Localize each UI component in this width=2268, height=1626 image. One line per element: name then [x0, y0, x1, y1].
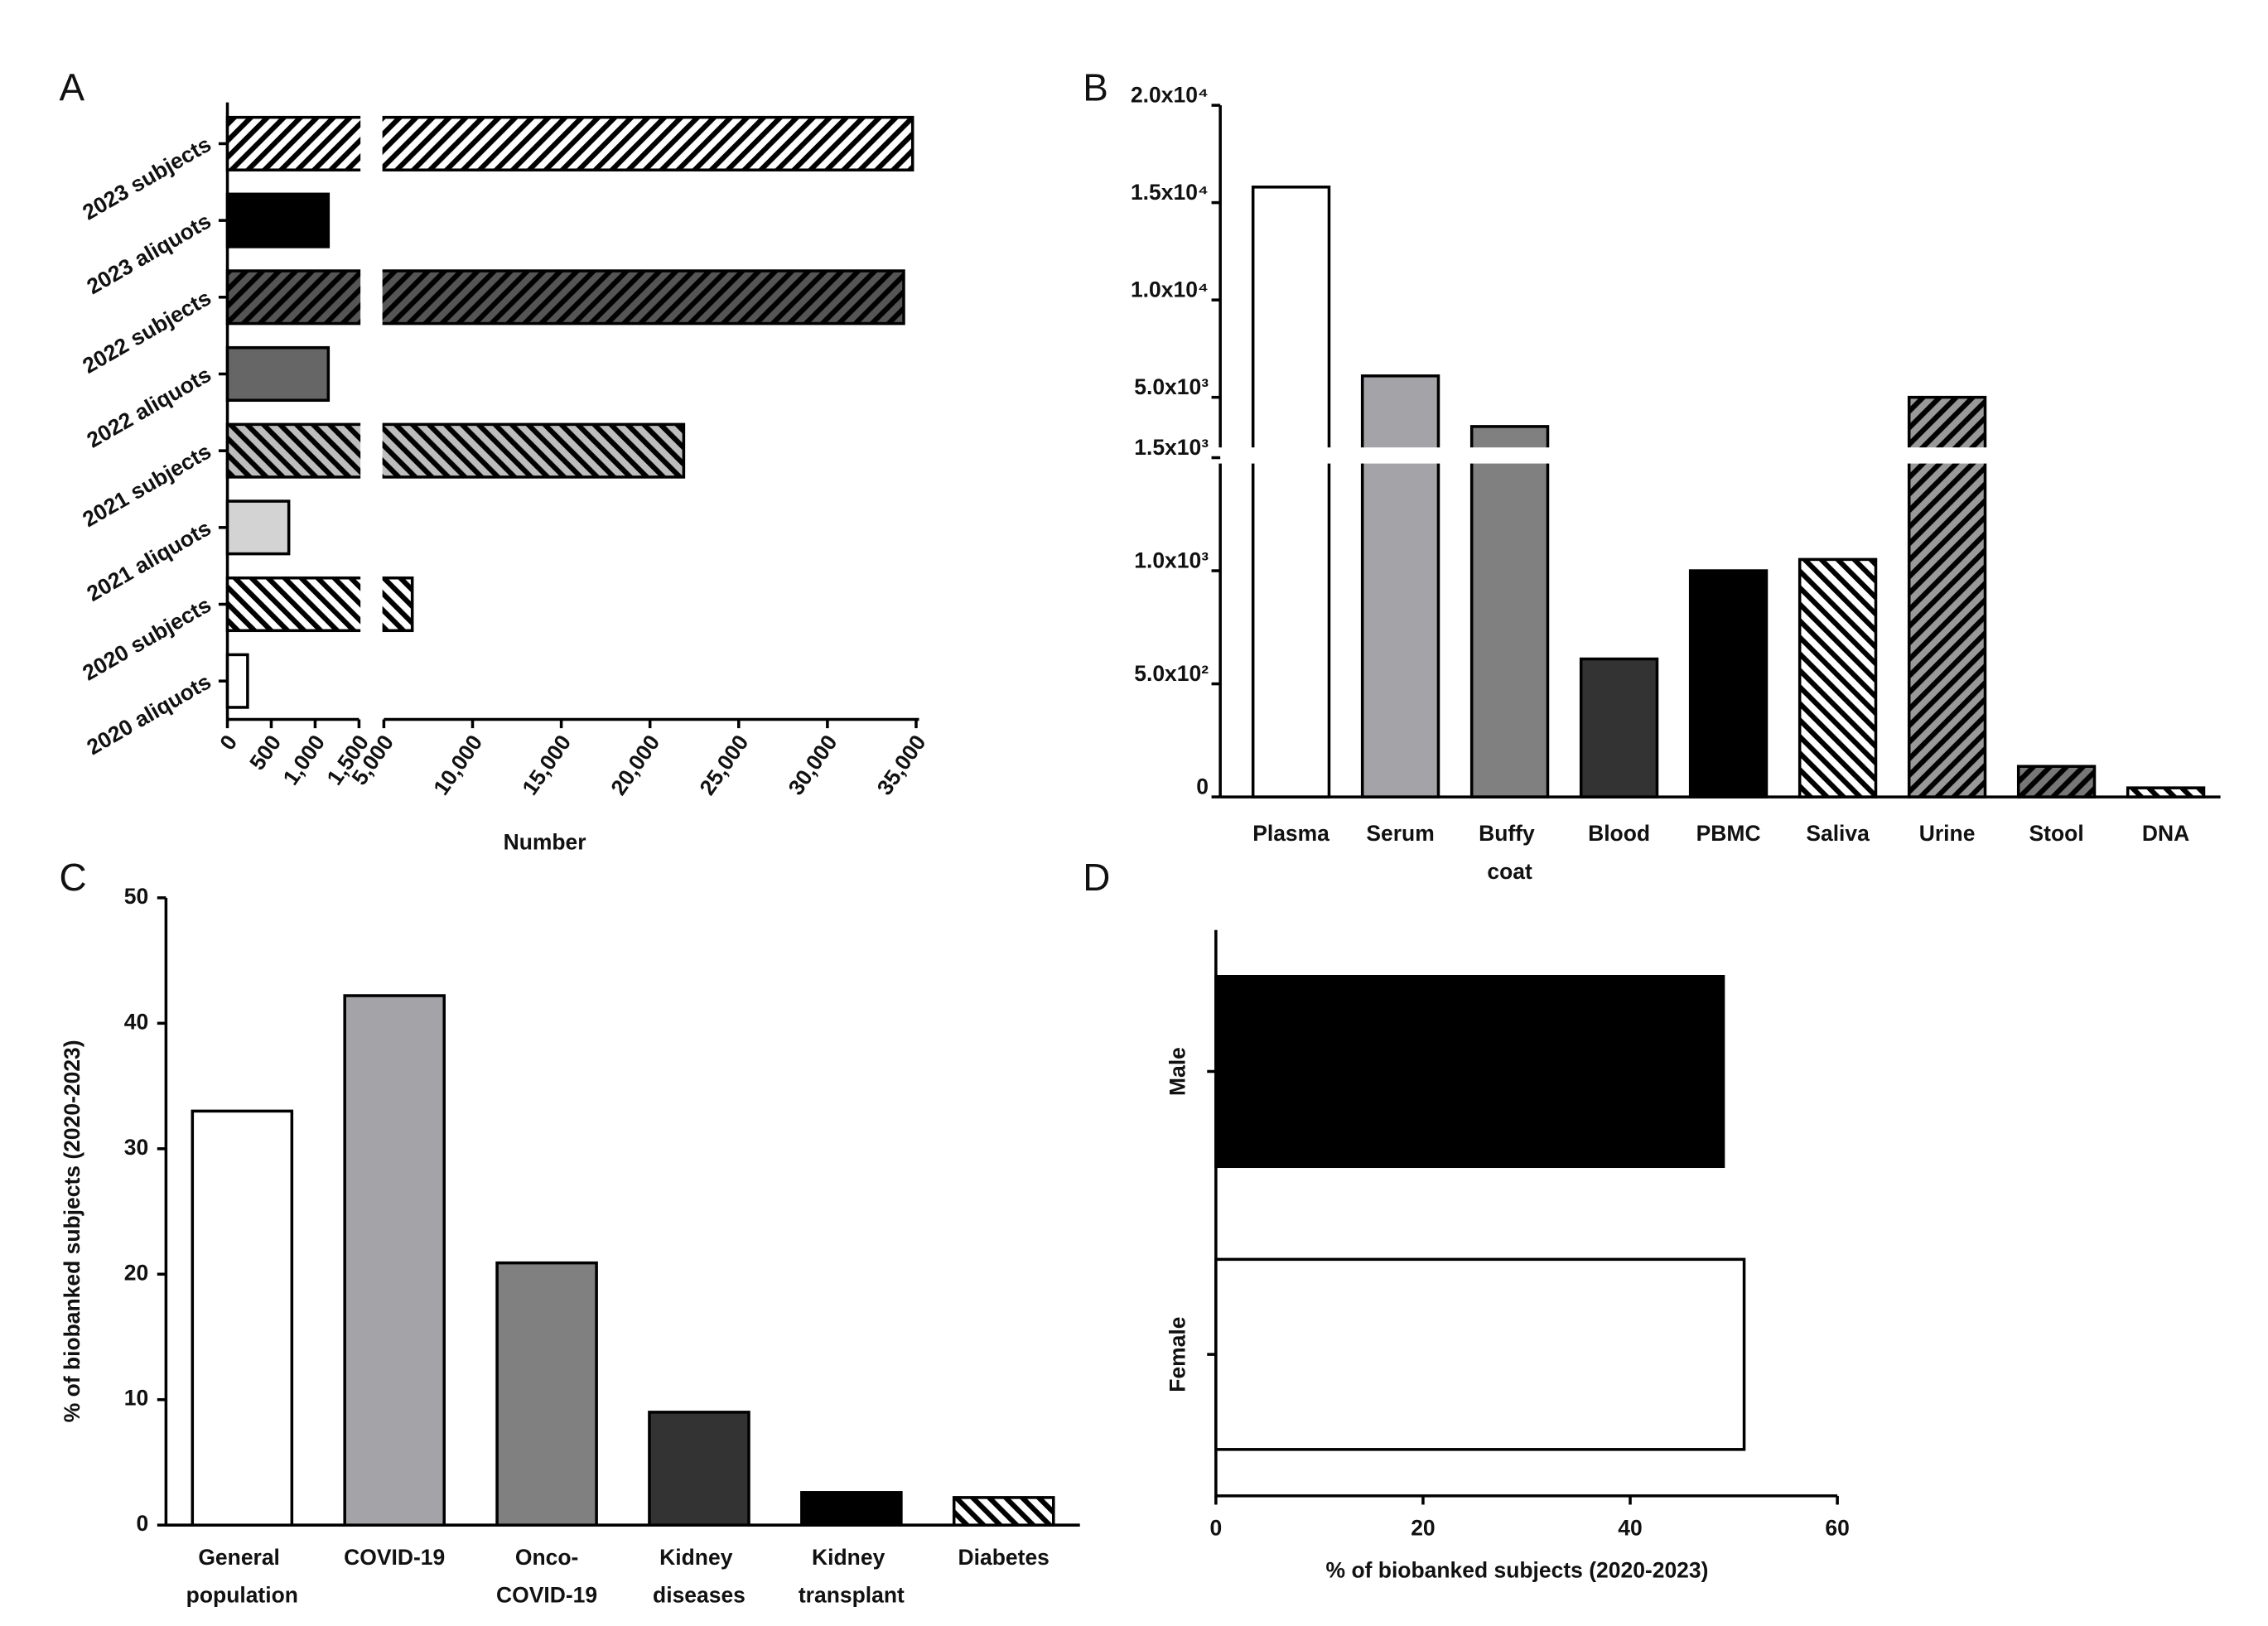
- x-tick-label: 25,000: [694, 731, 753, 800]
- axis-break-gap: [360, 268, 383, 327]
- x-tick-label: 0: [215, 731, 242, 755]
- bar: [1214, 1257, 1746, 1451]
- x-tick-label: Plasma: [1252, 821, 1329, 846]
- axis-break-gap: [360, 114, 383, 173]
- y-tick-label: 2020 subjects: [78, 592, 215, 686]
- y-tick-label: 20: [124, 1260, 148, 1285]
- x-tick-label: Onco-COVID-19: [496, 1545, 597, 1608]
- bar: [225, 499, 291, 556]
- bar: [2016, 765, 2097, 799]
- axis-break-gap: [360, 575, 383, 634]
- x-tick-label: Blood: [1588, 821, 1650, 846]
- x-tick-label: 1,000: [278, 731, 331, 789]
- y-tick-label: 5.0x10²: [1134, 661, 1209, 686]
- bar: [648, 1411, 750, 1527]
- y-tick-label: 2021 subjects: [78, 438, 215, 532]
- y-tick-label: Male: [1165, 1047, 1190, 1096]
- x-tick-label: Buffy coat: [1479, 821, 1541, 884]
- y-tick-label: 30: [124, 1135, 148, 1160]
- x-tick-label: Serum: [1366, 821, 1434, 846]
- bar: [225, 576, 414, 633]
- x-tick-label: 20,000: [606, 731, 664, 800]
- x-tick-label: Diabetes: [958, 1545, 1050, 1570]
- bar: [225, 345, 331, 403]
- bar: [343, 994, 446, 1527]
- panel-letter: D: [1083, 856, 1110, 899]
- bar: [225, 269, 905, 326]
- x-tick-label: Urine: [1919, 821, 1976, 846]
- bar: [495, 1261, 598, 1527]
- y-tick-label: 2022 subjects: [78, 285, 215, 379]
- y-tick-label: 1.0x10³: [1134, 548, 1209, 572]
- bar: [1251, 186, 1331, 799]
- bar: [225, 192, 331, 248]
- axis-break-gap: [1209, 447, 2232, 464]
- bar: [191, 1109, 294, 1527]
- x-tick-label: 40: [1618, 1515, 1642, 1540]
- x-tick-label: General population: [186, 1545, 298, 1608]
- y-tick-label: 2023 aliquots: [83, 208, 215, 299]
- panel-letter: B: [1083, 66, 1108, 109]
- x-axis-label: % of biobanked subjects (2020-2023): [1326, 1558, 1709, 1583]
- panel-letter: C: [60, 856, 87, 899]
- bar: [952, 1496, 1055, 1527]
- bar: [225, 653, 249, 709]
- bar: [2126, 786, 2206, 799]
- y-tick-label: 2023 subjects: [78, 132, 215, 225]
- y-tick-label: 2022 aliquots: [83, 362, 215, 453]
- x-tick-label: 10,000: [428, 731, 487, 800]
- y-tick-label: 50: [124, 884, 148, 909]
- x-tick-label: Stool: [2029, 821, 2084, 846]
- bar: [1360, 374, 1440, 799]
- x-axis-label: Number: [504, 830, 586, 855]
- y-tick-label: 10: [124, 1386, 148, 1411]
- x-tick-label: Kidney diseases: [653, 1545, 746, 1608]
- bar: [1469, 425, 1550, 799]
- x-tick-label: 30,000: [784, 731, 842, 800]
- bar: [225, 422, 686, 479]
- y-tick-label: 2021 aliquots: [83, 515, 215, 606]
- y-tick-label: 1.5x10⁴: [1131, 180, 1209, 205]
- x-tick-label: 0: [1209, 1515, 1222, 1540]
- x-tick-label: PBMC: [1696, 821, 1761, 846]
- y-tick-label: 1.0x10⁴: [1131, 277, 1209, 302]
- y-axis-label: % of biobanked subjects (2020-2023): [60, 1040, 84, 1422]
- y-tick-label: 40: [124, 1009, 148, 1034]
- bar: [800, 1491, 903, 1527]
- x-tick-label: 15,000: [517, 731, 576, 800]
- y-tick-label: 2.0x10⁴: [1131, 83, 1209, 108]
- bar: [1688, 569, 1769, 799]
- y-tick-label: 0: [136, 1511, 148, 1536]
- y-tick-label: Female: [1165, 1316, 1190, 1392]
- bar: [1579, 657, 1659, 799]
- panel-letter: A: [60, 66, 85, 109]
- x-tick-label: COVID-19: [344, 1545, 445, 1570]
- x-tick-label: Kidney transplant: [799, 1545, 905, 1608]
- bar: [225, 115, 914, 171]
- x-tick-label: 60: [1825, 1515, 1849, 1540]
- x-tick-label: Saliva: [1806, 821, 1870, 846]
- x-tick-label: 20: [1411, 1515, 1435, 1540]
- y-tick-label: 2020 aliquots: [83, 668, 215, 760]
- y-tick-label: 5.0x10³: [1134, 374, 1209, 399]
- bar: [1214, 975, 1725, 1169]
- x-tick-label: 500: [244, 731, 286, 774]
- x-tick-label: 35,000: [872, 731, 931, 800]
- bar: [1798, 557, 1878, 799]
- axis-break-gap: [360, 421, 383, 480]
- axis: [164, 897, 1080, 1527]
- bar: [1907, 395, 1987, 799]
- y-tick-label: 1.5x10³: [1134, 435, 1209, 460]
- y-tick-label: 0: [1196, 774, 1209, 799]
- x-tick-label: DNA: [2142, 821, 2189, 846]
